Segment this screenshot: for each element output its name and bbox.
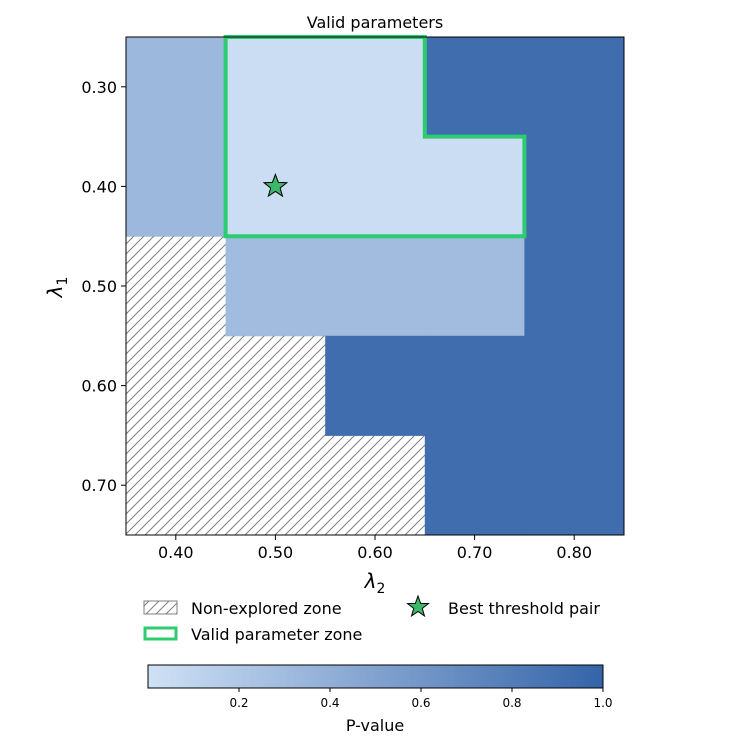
colorbar-label: P-value [346, 716, 404, 735]
heatmap-cell [325, 136, 426, 237]
legend-valid-swatch [143, 626, 178, 641]
heatmap-cell [524, 335, 625, 436]
colorbar-gradient [147, 664, 604, 689]
heatmap-cell-unexplored [325, 435, 426, 536]
y-axis-ticks: 0.30 0.40 0.50 0.60 0.70 [81, 78, 126, 495]
heatmap-cell [325, 335, 426, 436]
y-tick-label: 0.60 [81, 377, 117, 396]
heatmap-cell [524, 37, 625, 138]
x-axis-label-subscript: 2 [376, 581, 385, 597]
x-tick-label: 0.40 [158, 543, 194, 562]
x-tick-label: 0.70 [457, 543, 493, 562]
heatmap-cell [126, 37, 227, 138]
colorbar-tick-label: 0.4 [320, 696, 339, 710]
heatmap-cell-unexplored [126, 236, 227, 337]
colorbar-ticks: 0.2 0.4 0.6 0.8 1.0 [229, 688, 613, 710]
colorbar-tick-label: 0.2 [229, 696, 248, 710]
heatmap-cell-unexplored [225, 435, 326, 536]
x-axis-ticks: 0.40 0.50 0.60 0.70 0.80 [158, 535, 592, 562]
legend-star-icon [406, 594, 430, 618]
x-axis-label: λ2 [364, 569, 386, 597]
colorbar-tick-label: 1.0 [593, 696, 612, 710]
legend-label-non-explored: Non-explored zone [191, 599, 342, 618]
heatmap-cell [225, 236, 326, 337]
legend-label-best-pair: Best threshold pair [448, 599, 600, 618]
heatmap-cell-unexplored [126, 435, 227, 536]
y-tick-label: 0.70 [81, 476, 117, 495]
heatmap-cell [325, 236, 426, 337]
y-axis-label: λ1 [43, 277, 71, 299]
colorbar-tick-label: 0.6 [411, 696, 430, 710]
legend: Non-explored zone Valid parameter zone B… [143, 594, 600, 644]
y-axis-label-subscript: 1 [55, 277, 71, 286]
heatmap-cell [524, 236, 625, 337]
y-axis-label-symbol: λ [43, 286, 67, 299]
heatmap-cell-unexplored [225, 335, 326, 436]
heatmap-cell [524, 435, 625, 536]
y-tick-label: 0.50 [81, 277, 117, 296]
heatmap-cell [126, 136, 227, 237]
best-pair-marker [262, 172, 289, 198]
colorbar-tick-label: 0.8 [502, 696, 521, 710]
x-tick-label: 0.80 [556, 543, 592, 562]
y-tick-label: 0.30 [81, 78, 117, 97]
heatmap-cell [424, 335, 525, 436]
heatmap-cell [424, 136, 525, 237]
heatmap-cell [424, 236, 525, 337]
x-axis-label-symbol: λ [364, 569, 377, 593]
heatmap-cells [126, 37, 625, 536]
legend-label-valid-zone: Valid parameter zone [191, 625, 362, 644]
x-tick-label: 0.50 [258, 543, 294, 562]
legend-hatch-swatch [143, 600, 178, 615]
heatmap-cell-unexplored [126, 335, 227, 436]
best-pair-star-icon [262, 172, 289, 198]
x-tick-label: 0.60 [357, 543, 393, 562]
heatmap-cell [524, 136, 625, 237]
heatmap-cell [424, 435, 525, 536]
heatmap-cell [225, 37, 326, 138]
y-tick-label: 0.40 [81, 177, 117, 196]
heatmap-cell [424, 37, 525, 138]
chart-title: Valid parameters [307, 13, 443, 32]
heatmap-cell [325, 37, 426, 138]
